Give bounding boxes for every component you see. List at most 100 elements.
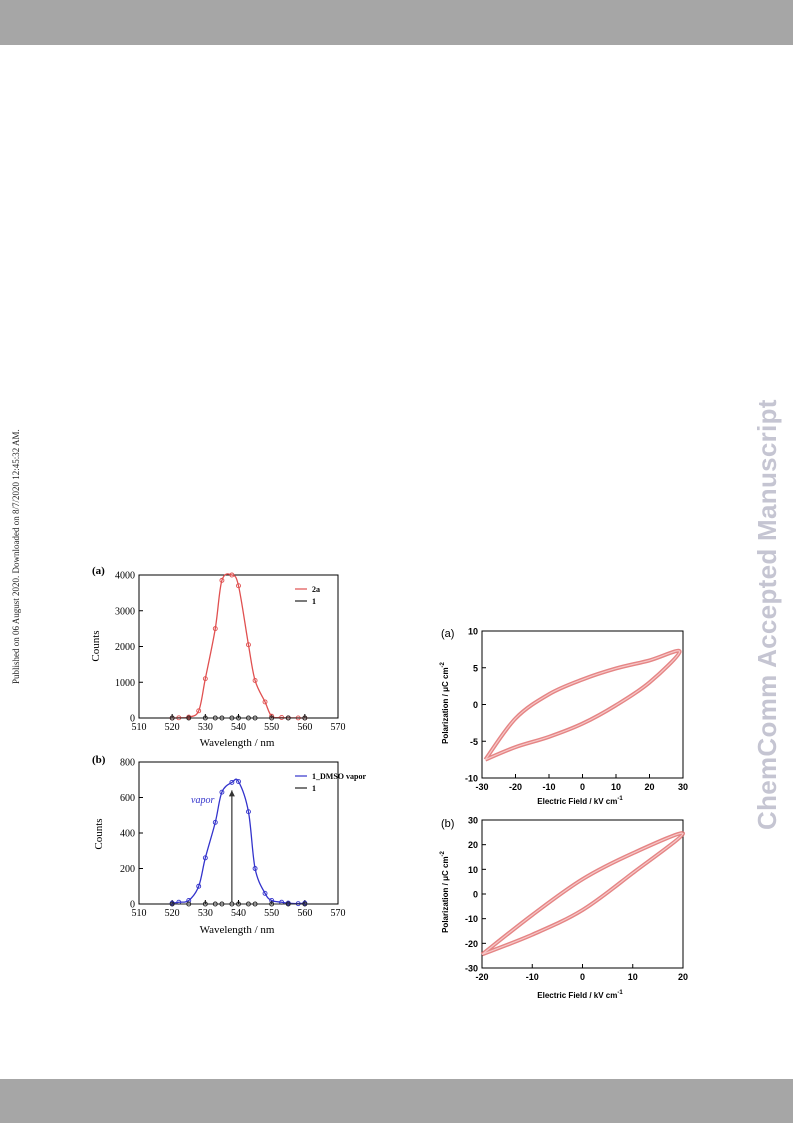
left-b-xlabel: Wavelength / nm xyxy=(200,924,275,936)
rb-y-tick-label: 10 xyxy=(468,865,478,875)
ra-x-tick-label: 30 xyxy=(678,782,688,792)
lb-data-point xyxy=(186,898,192,903)
la-data-point xyxy=(219,715,225,721)
ra-hysteresis-loop-highlight xyxy=(484,650,681,761)
la-data-point xyxy=(169,715,175,721)
rb-y-tick-label: -20 xyxy=(465,939,478,949)
la-data-point xyxy=(285,715,291,721)
la-data-point xyxy=(186,715,192,721)
lb-data-point xyxy=(236,901,241,907)
ra-y-tick-label: 10 xyxy=(468,627,478,637)
lb-data-point xyxy=(236,779,241,784)
ra-hysteresis-loop xyxy=(483,648,682,762)
la-y-tick-label: 2000 xyxy=(115,642,135,653)
la-legend-label: 1 xyxy=(312,597,316,606)
la-data-point xyxy=(302,715,308,721)
rb-x-tick-label: 10 xyxy=(628,972,638,982)
lb-y-tick-label: 200 xyxy=(120,864,135,875)
ra-x-tick-label: 0 xyxy=(580,782,585,792)
la-data-point xyxy=(245,642,251,648)
la-data-point xyxy=(229,715,235,721)
rb-y-tick-label: 30 xyxy=(468,816,478,826)
right-a-ylabel: Polarization / μC cm-2 xyxy=(440,661,450,743)
la-data-point xyxy=(212,626,218,632)
rb-y-tick-label: 20 xyxy=(468,840,478,850)
lb-data-point xyxy=(196,883,202,889)
la-x-tick-label: 530 xyxy=(198,722,213,733)
la-x-tick-label: 540 xyxy=(231,722,246,733)
la-data-point xyxy=(262,699,268,705)
la-x-tick-label: 560 xyxy=(297,722,312,733)
la-data-point xyxy=(202,676,208,682)
lb-data-point xyxy=(169,901,175,907)
ra-x-tick-label: -10 xyxy=(542,782,555,792)
lb-x-tick-label: 510 xyxy=(132,908,147,919)
la-x-tick-label: 520 xyxy=(165,722,180,733)
lb-data-point xyxy=(202,855,208,861)
la-data-point xyxy=(236,715,241,721)
vapor-arrow-head xyxy=(228,790,235,797)
la-legend-label: 2a xyxy=(312,585,320,594)
left-b-ylabel: Counts xyxy=(93,818,105,849)
la-data-point xyxy=(236,583,241,589)
lb-x-tick-label: 560 xyxy=(297,908,312,919)
la-data-point xyxy=(245,715,251,721)
la-data-point xyxy=(229,572,235,578)
lb-data-point xyxy=(229,779,235,785)
lb-x-tick-label: 540 xyxy=(231,908,246,919)
lb-legend-label: 1_DMSO vapor xyxy=(312,772,366,781)
lb-data-point xyxy=(219,789,225,795)
la-data-point xyxy=(252,678,258,683)
la-y-tick-label: 0 xyxy=(130,714,135,725)
lb-data-point xyxy=(245,901,251,907)
rb-x-tick-label: 20 xyxy=(678,972,688,982)
lb-data-point xyxy=(262,890,268,896)
lb-data-point xyxy=(186,901,192,907)
rb-hysteresis-loop-highlight xyxy=(481,832,684,955)
panel-a-label-right: (a) xyxy=(441,628,454,640)
lb-data-point xyxy=(202,901,208,907)
lb-data-point xyxy=(245,809,251,815)
ra-plot-frame xyxy=(481,630,684,779)
la-x-tick-label: 570 xyxy=(331,722,346,733)
ra-x-tick-label: 20 xyxy=(644,782,654,792)
rb-x-tick-label: -10 xyxy=(526,972,539,982)
rb-y-tick-label: -30 xyxy=(465,964,478,974)
ra-y-tick-label: 5 xyxy=(473,663,478,673)
lb-data-point xyxy=(269,898,275,903)
ra-x-tick-label: -20 xyxy=(509,782,522,792)
la-x-tick-label: 550 xyxy=(264,722,279,733)
lb-y-tick-label: 0 xyxy=(130,900,135,911)
la-data-point xyxy=(219,577,225,583)
la-data-point xyxy=(279,715,285,720)
lb-data-point xyxy=(212,819,218,825)
rb-x-tick-label: 0 xyxy=(580,972,585,982)
panel-b-label: (b) xyxy=(92,754,106,766)
lb-data-point xyxy=(252,901,258,907)
la-data-point xyxy=(196,708,202,714)
la-data-point xyxy=(269,715,275,721)
lb-y-tick-label: 400 xyxy=(120,829,135,840)
lb-data-point xyxy=(212,901,218,907)
ra-y-tick-label: -5 xyxy=(470,737,478,747)
lb-x-tick-label: 530 xyxy=(198,908,213,919)
la-y-tick-label: 4000 xyxy=(115,571,135,582)
la-y-tick-label: 3000 xyxy=(115,606,135,617)
lb-data-point xyxy=(302,901,308,907)
la-x-tick-label: 510 xyxy=(132,722,147,733)
lb-data-point xyxy=(269,901,275,907)
right-a-xlabel: Electric Field / kV cm-1 xyxy=(537,796,623,806)
svg-text:Polarization / μC cm-2: Polarization / μC cm-2 xyxy=(440,661,450,743)
lb-data-point xyxy=(219,901,225,907)
ra-x-tick-label: 10 xyxy=(611,782,621,792)
lb-x-tick-label: 520 xyxy=(165,908,180,919)
la-data-point xyxy=(202,715,208,721)
rb-x-tick-label: -20 xyxy=(475,972,488,982)
la-data-point xyxy=(212,715,218,721)
ra-x-tick-label: -30 xyxy=(475,782,488,792)
footer-bar xyxy=(0,1079,793,1123)
left-a-xlabel: Wavelength / nm xyxy=(200,737,275,749)
lb-data-point xyxy=(252,866,258,871)
